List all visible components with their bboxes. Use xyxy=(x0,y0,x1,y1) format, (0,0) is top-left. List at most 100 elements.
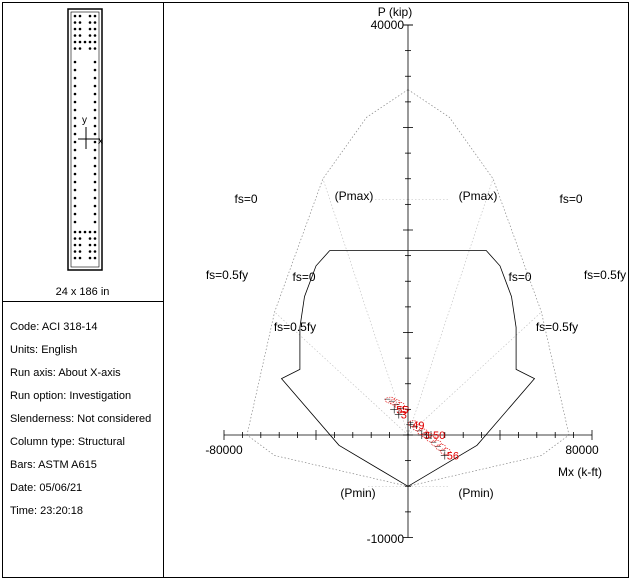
rebar-dot xyxy=(93,124,97,128)
rebar-dot xyxy=(93,188,97,192)
fs-guide-line xyxy=(322,178,409,436)
rebar-dot xyxy=(73,14,77,18)
rebar-dot xyxy=(93,156,97,160)
y-tick-bottom: -10000 xyxy=(367,532,405,546)
rebar-dot xyxy=(78,230,82,234)
y-axis-label: P (kip) xyxy=(378,5,412,19)
fs05-label-inner-left: fs=0.5fy xyxy=(274,320,316,334)
rebar-dot xyxy=(93,14,97,18)
rebar-dot xyxy=(73,188,77,192)
rebar-dot xyxy=(73,140,77,144)
rebar-dot xyxy=(93,34,97,37)
rebar-dot xyxy=(73,60,77,64)
rebar-dot xyxy=(93,237,97,240)
fs-guide-line xyxy=(274,311,409,436)
rebar-dot xyxy=(88,21,92,24)
rebar-dot xyxy=(73,27,77,31)
rebar-dot xyxy=(93,164,97,168)
info-column-type: Column type: Structural xyxy=(10,436,125,448)
rebar-dot xyxy=(88,250,92,253)
design-curve xyxy=(280,250,536,487)
fs05-label-inner-right: fs=0.5fy xyxy=(536,320,578,334)
rebar-dot xyxy=(78,250,82,253)
section-axis-x: x xyxy=(98,136,103,147)
rebar-dot xyxy=(93,172,97,176)
rebar-dot xyxy=(93,132,97,136)
x-tick-left: -80000 xyxy=(205,443,243,457)
fs05-label-outer-right: fs=0.5fy xyxy=(584,268,626,282)
rebar-dot xyxy=(73,108,77,112)
info-code: Code: ACI 318-14 xyxy=(10,321,98,333)
fs0-label-inner-right: fs=0 xyxy=(508,270,531,284)
rebar-dot xyxy=(73,256,77,260)
rebar-dot xyxy=(93,100,97,104)
rebar-dot xyxy=(93,84,97,88)
rebar-dot xyxy=(78,40,82,44)
rebar-dot xyxy=(73,230,77,234)
rebar-dot xyxy=(93,196,97,200)
rebar-dots xyxy=(73,14,97,260)
rebar-dot xyxy=(93,148,97,152)
rebar-dot xyxy=(93,204,97,208)
section-caption: 24 x 186 in xyxy=(55,286,110,298)
rebar-dot xyxy=(88,14,92,18)
x-axis-label: Mx (k-ft) xyxy=(558,465,602,479)
rebar-dot xyxy=(93,243,97,247)
rebar-dot xyxy=(73,92,77,96)
rebar-dot xyxy=(73,250,77,253)
rebar-dot xyxy=(73,40,77,44)
rebar-dot xyxy=(73,196,77,200)
info-bars: Bars: ASTM A615 xyxy=(10,459,97,471)
load-point-label: 50 xyxy=(433,430,445,442)
rebar-dot xyxy=(93,68,97,72)
rebar-dot xyxy=(93,180,97,184)
rebar-dot xyxy=(73,148,77,152)
fs-guide-line xyxy=(407,178,494,436)
rebar-dot xyxy=(78,237,82,240)
rebar-dot xyxy=(73,76,77,80)
rebar-dot xyxy=(93,140,97,144)
info-time: Time: 23:20:18 xyxy=(10,505,83,517)
rebar-dot xyxy=(93,108,97,112)
load-point-ring xyxy=(417,428,428,436)
rebar-dot xyxy=(88,230,92,234)
fs0-label-outer-left: fs=0 xyxy=(234,192,257,206)
load-point-label: 49 xyxy=(412,420,424,432)
fs0-label-inner-left: fs=0 xyxy=(292,270,315,284)
load-point-label: 3 xyxy=(424,430,430,442)
rebar-dot xyxy=(88,256,92,260)
axes xyxy=(223,24,593,538)
info-slenderness: Slenderness: Not considered xyxy=(10,413,152,425)
rebar-dot xyxy=(73,124,77,128)
rebar-dot xyxy=(78,27,82,31)
rebar-dot xyxy=(78,47,82,50)
load-point-ring xyxy=(389,398,401,406)
rebar-dot xyxy=(93,47,97,50)
rebar-dot xyxy=(73,68,77,72)
fs-guide-line xyxy=(407,311,542,436)
rebar-dot xyxy=(83,230,87,234)
rebar-dot xyxy=(73,34,77,37)
rebar-dot xyxy=(73,243,77,247)
rebar-dot xyxy=(88,40,92,44)
rebar-dot xyxy=(93,212,97,216)
fs05-label-outer-left: fs=0.5fy xyxy=(206,268,248,282)
rebar-dot xyxy=(88,34,92,37)
info-run-axis: Run axis: About X-axis xyxy=(10,367,121,379)
rebar-dot xyxy=(93,76,97,80)
rebar-dot xyxy=(73,180,77,184)
rebar-dot xyxy=(73,172,77,176)
rebar-dot xyxy=(93,230,97,234)
pmin-label-right: (Pmin) xyxy=(458,486,493,500)
rebar-dot xyxy=(78,34,82,37)
info-run-option: Run option: Investigation xyxy=(10,390,132,402)
y-tick-top: 40000 xyxy=(371,18,405,32)
rebar-dot xyxy=(93,27,97,31)
rebar-dot xyxy=(78,243,82,247)
rebar-dot xyxy=(78,14,82,18)
rebar-dot xyxy=(73,220,77,224)
load-point-ring xyxy=(385,396,396,404)
load-point-ring xyxy=(435,443,447,451)
